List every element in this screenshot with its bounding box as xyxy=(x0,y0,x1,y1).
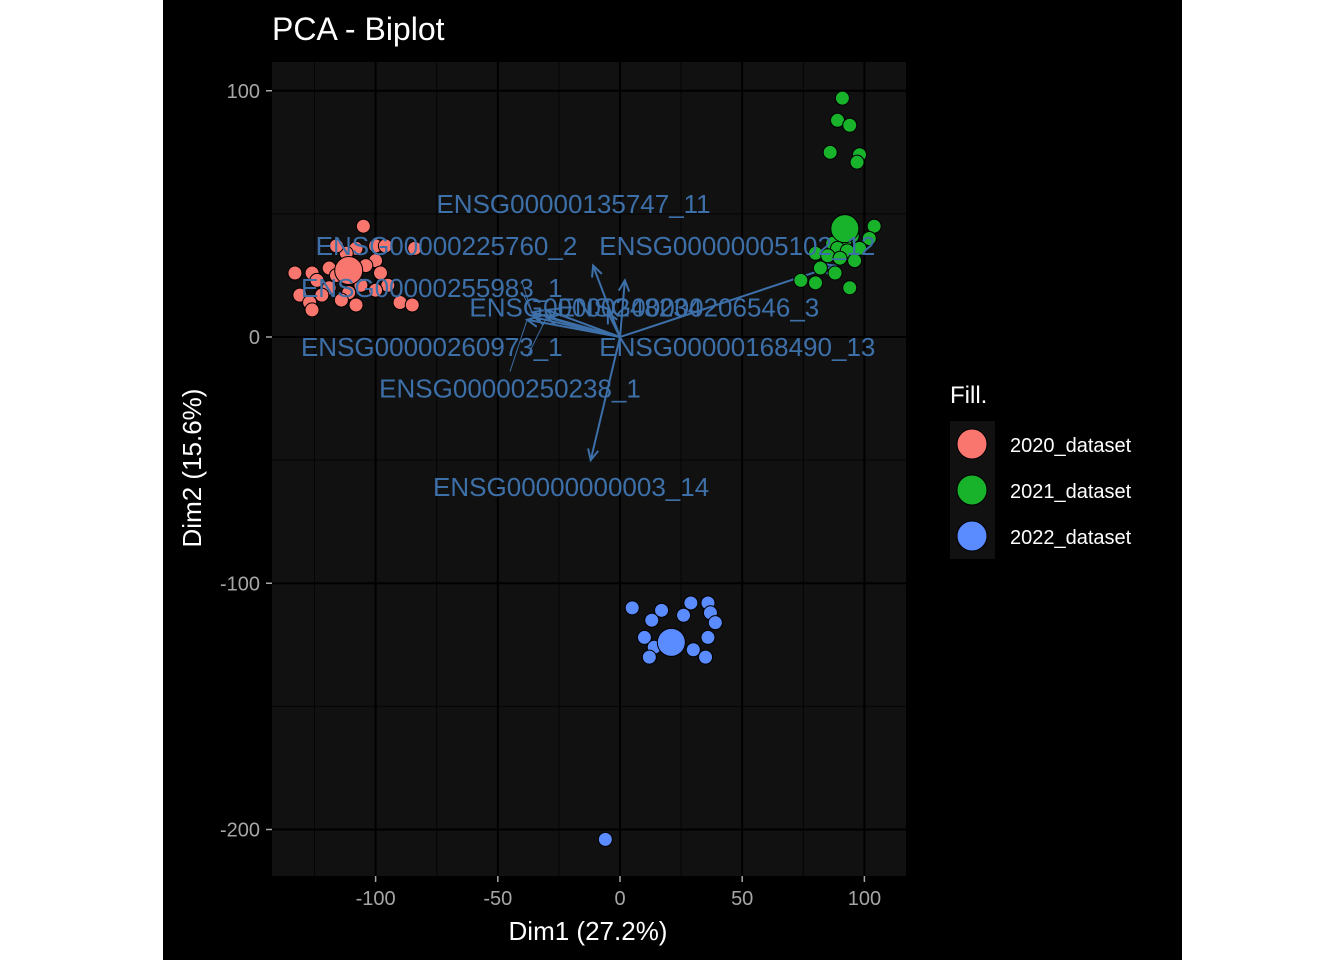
legend-label: 2020_dataset xyxy=(1010,435,1132,457)
data-point xyxy=(822,144,838,160)
data-point xyxy=(328,238,344,254)
data-point xyxy=(832,250,848,266)
arrow-head xyxy=(606,310,618,325)
legend-key xyxy=(956,428,988,460)
x-tick-label: -100 xyxy=(356,888,396,910)
variable-label: ENSG00000255983_1 xyxy=(301,273,563,303)
data-point xyxy=(683,595,699,611)
data-point xyxy=(372,265,388,281)
data-point xyxy=(842,280,858,296)
data-point xyxy=(404,297,420,313)
data-point xyxy=(842,117,858,133)
x-tick-label: 0 xyxy=(614,888,625,910)
data-point xyxy=(849,154,865,170)
legend-title: Fill. xyxy=(950,382,987,409)
label-leader-line xyxy=(521,292,535,318)
x-axis-title: Dim1 (27.2%) xyxy=(509,916,668,946)
label-leader-line xyxy=(521,282,533,313)
data-point xyxy=(636,629,652,645)
legend-key xyxy=(956,520,988,552)
data-point xyxy=(654,602,670,618)
data-point xyxy=(377,238,393,254)
group-centroid xyxy=(656,627,686,657)
label-leader-line xyxy=(509,319,528,372)
data-point xyxy=(641,649,657,665)
data-point xyxy=(676,607,692,623)
data-point xyxy=(700,629,716,645)
data-point xyxy=(314,287,330,303)
arrow-line xyxy=(606,311,621,338)
data-point xyxy=(624,600,640,616)
data-point xyxy=(348,297,364,313)
chart-title: PCA - Biplot xyxy=(272,11,445,47)
data-point xyxy=(847,253,863,269)
data-point xyxy=(368,282,384,298)
arrow-head xyxy=(587,448,600,463)
data-point xyxy=(861,231,877,246)
variable-label: ENSG00000250238_1 xyxy=(379,374,641,404)
y-tick-label: 100 xyxy=(227,81,260,103)
legend-label: 2022_dataset xyxy=(1010,527,1132,549)
data-point xyxy=(333,292,349,308)
arrow-line xyxy=(546,308,621,338)
arrow-head xyxy=(591,263,603,278)
data-point xyxy=(812,260,828,276)
variable-label: ENSG00000005102_12 xyxy=(599,231,875,261)
plot-panel xyxy=(272,62,906,876)
data-point xyxy=(698,649,714,665)
data-point xyxy=(707,615,723,631)
arrow-line xyxy=(592,265,621,338)
data-point xyxy=(685,642,701,658)
legend-label: 2021_dataset xyxy=(1010,481,1132,503)
y-tick-label: -200 xyxy=(220,820,260,842)
arrow-line xyxy=(619,280,626,338)
legend-key xyxy=(956,474,988,506)
data-point xyxy=(827,265,843,281)
data-point xyxy=(644,612,660,628)
arrow-head xyxy=(617,278,631,292)
y-axis-title: Dim2 (15.6%) xyxy=(177,389,207,548)
data-point xyxy=(304,302,320,318)
variable-label: ENSG00000135747_11 xyxy=(436,189,710,219)
axis-ticks: -100 -50 0 50 100 100 0 -100 -200 xyxy=(220,81,881,910)
arrow-line xyxy=(546,316,621,338)
variable-label: ENSG00000260973_1 xyxy=(301,332,563,362)
group-centroid xyxy=(334,256,364,286)
arrow-line xyxy=(589,336,621,461)
x-tick-label: 50 xyxy=(731,888,753,910)
x-tick-label: 100 xyxy=(848,888,881,910)
variable-label: ENSG00000000003_14 xyxy=(433,472,709,502)
variable-label: ENSG00000225760_2 xyxy=(316,231,578,261)
group-centroid xyxy=(830,214,860,244)
x-tick-label: -50 xyxy=(483,888,512,910)
data-point xyxy=(287,265,303,281)
data-point xyxy=(808,275,824,291)
legend: Fill. 2020_dataset 2021_dataset 2022_datas… xyxy=(950,382,1132,559)
variable-label: ENSG00000206546_3 xyxy=(558,292,820,322)
panel-background xyxy=(272,62,906,876)
label-leader-line xyxy=(526,317,548,357)
variable-labels: ENSG00000135747_11 ENSG00000225760_2 ENSG0… xyxy=(301,189,875,502)
data-point xyxy=(834,90,850,106)
variable-label: ENSG00000248234 xyxy=(469,292,702,322)
data-point xyxy=(407,240,423,256)
arrow-line xyxy=(526,318,621,338)
y-tick-label: 0 xyxy=(249,327,260,349)
data-point xyxy=(309,272,325,288)
data-point xyxy=(355,218,371,234)
variable-label: ENSG00000168490_13 xyxy=(599,332,875,362)
data-points xyxy=(287,90,882,847)
data-point xyxy=(793,272,809,288)
data-point xyxy=(597,831,613,847)
y-tick-label: -100 xyxy=(220,573,260,595)
